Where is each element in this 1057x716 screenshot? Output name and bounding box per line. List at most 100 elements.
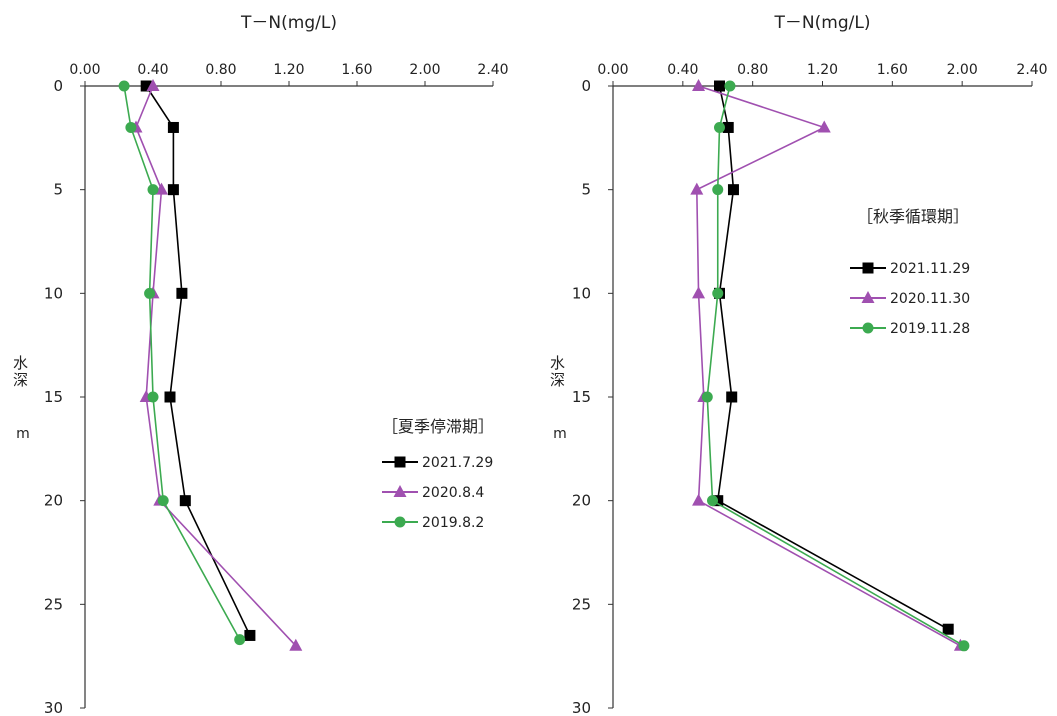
series-1	[140, 80, 256, 641]
x-tick-label: 0.40	[667, 62, 698, 78]
data-point	[722, 121, 734, 133]
x-axis-title: T－N(mg/L)	[240, 13, 337, 33]
y-tick-label: 5	[53, 181, 63, 199]
legend-marker	[861, 291, 875, 303]
legend-entry: 2019.8.2	[382, 515, 484, 531]
legend-entry: 2019.11.28	[850, 321, 970, 337]
series-3	[701, 80, 970, 652]
legend-label: 2019.11.28	[890, 321, 970, 337]
data-point	[157, 495, 169, 507]
legend-entry: 2020.11.30	[850, 291, 970, 307]
y-tick-label: 25	[44, 595, 63, 613]
x-tick-label: 2.40	[477, 62, 508, 78]
legend: ［秋季循環期］ 2021.11.29 2020.11.30 2019.11.28	[850, 207, 970, 337]
y-tick-label: 20	[44, 492, 63, 510]
x-axis-title: T－N(mg/L)	[774, 13, 871, 33]
data-point	[713, 121, 725, 133]
y-tick-label: 5	[581, 181, 591, 199]
data-point	[125, 121, 137, 133]
y-tick-label: 15	[572, 388, 591, 406]
data-point	[724, 80, 736, 92]
y-tick-label: 10	[572, 284, 591, 302]
legend-label: 2019.8.2	[422, 515, 484, 531]
data-point	[942, 623, 954, 635]
y-tick-label: 30	[44, 699, 63, 716]
data-point	[692, 493, 706, 506]
y-tick-label: 20	[572, 492, 591, 510]
data-point	[176, 287, 188, 299]
legend-marker	[862, 322, 874, 334]
x-tick-label: 0.80	[737, 62, 768, 78]
y-tick-label: 15	[44, 388, 63, 406]
legend-entry: 2021.11.29	[850, 261, 970, 277]
y-tick-label: 10	[44, 284, 63, 302]
y-tick-label: 0	[581, 77, 591, 95]
legend: ［夏季停滞期］ 2021.7.29 2020.8.4 2019.8.2	[382, 417, 494, 531]
data-point	[289, 638, 303, 651]
data-point	[244, 629, 256, 641]
legend-title: ［夏季停滞期］	[382, 417, 494, 436]
y-tick-label: 0	[53, 77, 63, 95]
data-point	[690, 182, 704, 195]
data-point	[713, 80, 725, 92]
legend-marker	[394, 456, 406, 468]
x-tick-label: 0.00	[597, 62, 628, 78]
legend-label: 2021.11.29	[890, 261, 970, 277]
data-point	[712, 287, 724, 299]
series-line	[123, 85, 241, 640]
data-point	[167, 184, 179, 196]
series-line	[145, 85, 251, 636]
y-tick-label: 25	[572, 595, 591, 613]
legend-label: 2020.11.30	[890, 291, 970, 307]
data-point	[146, 79, 160, 91]
x-tick-label: 1.20	[273, 62, 304, 78]
x-tick-label: 0.40	[137, 62, 168, 78]
legend-entry: 2020.8.4	[382, 485, 484, 501]
data-point	[701, 391, 713, 403]
x-tick-label: 0.00	[69, 62, 100, 78]
data-point	[140, 80, 152, 92]
legend-entry: 2021.7.29	[382, 455, 493, 471]
legend-marker	[862, 262, 874, 274]
data-point	[712, 184, 724, 196]
data-point	[692, 79, 706, 91]
data-point	[167, 121, 179, 133]
x-tick-label: 2.40	[1016, 62, 1047, 78]
legend-title: ［秋季循環期］	[857, 207, 969, 226]
legend-label: 2021.7.29	[422, 455, 493, 471]
y-tick-label: 30	[572, 699, 591, 716]
x-tick-label: 2.00	[947, 62, 978, 78]
data-point	[817, 120, 831, 133]
x-tick-label: 0.80	[205, 62, 236, 78]
series-line	[706, 85, 965, 647]
x-tick-label: 2.00	[409, 62, 440, 78]
series-line	[716, 85, 949, 630]
data-point	[727, 184, 739, 196]
legend-marker	[394, 516, 406, 528]
x-tick-label: 1.60	[877, 62, 908, 78]
data-point	[155, 182, 168, 195]
data-point	[707, 495, 719, 507]
data-point	[118, 80, 130, 92]
data-point	[144, 287, 156, 299]
y-axis-unit: m	[553, 426, 567, 442]
series-3	[118, 80, 246, 646]
data-point	[726, 391, 738, 403]
data-point	[147, 184, 159, 196]
data-point	[692, 286, 706, 299]
legend-marker	[393, 485, 407, 497]
y-axis-unit: m	[16, 426, 30, 442]
data-point	[179, 495, 191, 507]
series-line	[135, 85, 297, 647]
data-point	[147, 391, 159, 403]
data-point	[164, 391, 176, 403]
data-point	[958, 640, 970, 652]
legend-label: 2020.8.4	[422, 485, 484, 501]
x-tick-label: 1.60	[341, 62, 372, 78]
chart-panel-2: T－N(mg/L) 0.00 0.40 0.80 1.20 1.60 2.00 2.40 0 5 1…	[548, 13, 1048, 716]
data-point	[234, 634, 246, 646]
chart-panel-1: T－N(mg/L) 0.00 0.40 0.80 1.20 1.60 2.00 2.40 0 5 1…	[11, 13, 509, 716]
x-tick-label: 1.20	[807, 62, 838, 78]
y-axis-title: 水深	[11, 355, 29, 389]
